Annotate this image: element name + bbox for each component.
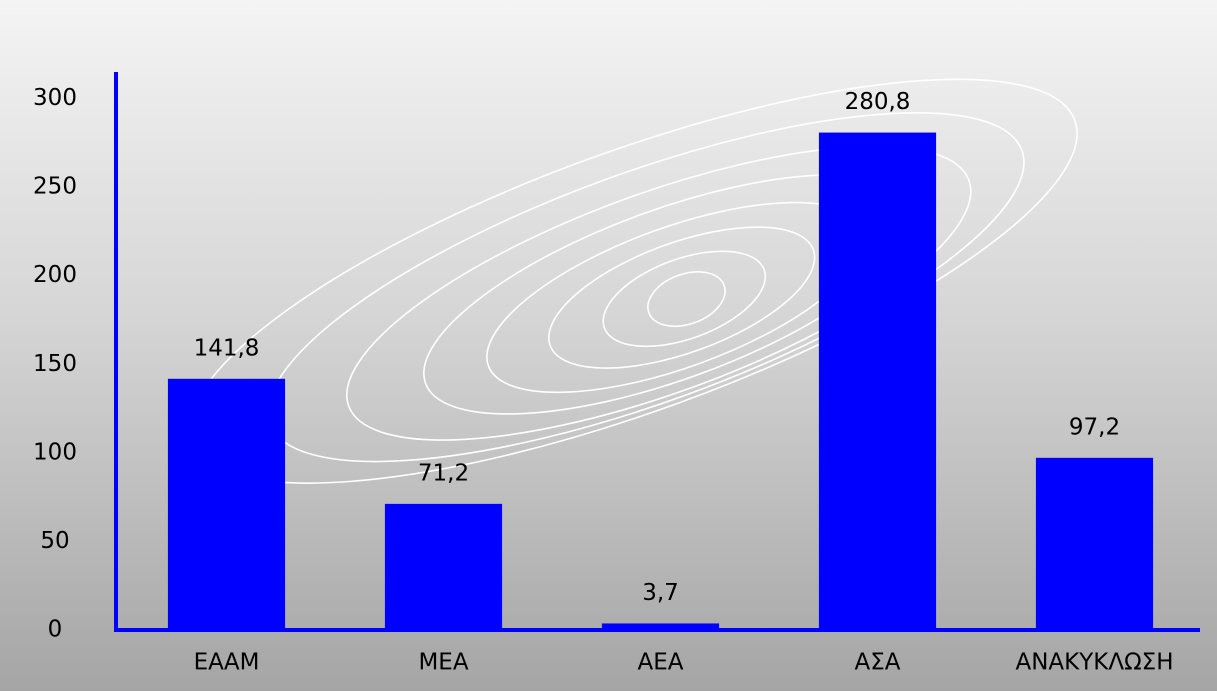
y-tick-label: 50 <box>40 528 69 554</box>
value-label: 280,8 <box>845 89 911 115</box>
decoration <box>188 78 1078 484</box>
y-tick-label: 100 <box>33 439 77 465</box>
y-tick-label: 250 <box>33 174 77 200</box>
x-tick-label: ΑΝΑΚΥΚΛΩΣΗ <box>1015 650 1173 676</box>
y-tick-label: 300 <box>33 85 77 111</box>
x-tick-label: ΜΕΑ <box>418 650 468 676</box>
y-tick-label: 0 <box>48 617 63 643</box>
bar <box>1035 457 1154 630</box>
value-label: 141,8 <box>194 335 260 361</box>
bar <box>601 623 720 630</box>
x-tick-label: ΕΑΑΜ <box>194 650 260 676</box>
x-tick-label: ΑΣΑ <box>855 650 901 676</box>
x-tick-label: ΑΕΑ <box>638 650 684 676</box>
bar <box>167 378 286 630</box>
value-label: 97,2 <box>1069 414 1120 440</box>
value-label: 71,2 <box>418 460 469 486</box>
bar <box>384 503 503 630</box>
bar <box>818 132 937 630</box>
value-label: 3,7 <box>642 580 679 606</box>
y-tick-label: 150 <box>33 351 77 377</box>
y-tick-label: 200 <box>33 262 77 288</box>
